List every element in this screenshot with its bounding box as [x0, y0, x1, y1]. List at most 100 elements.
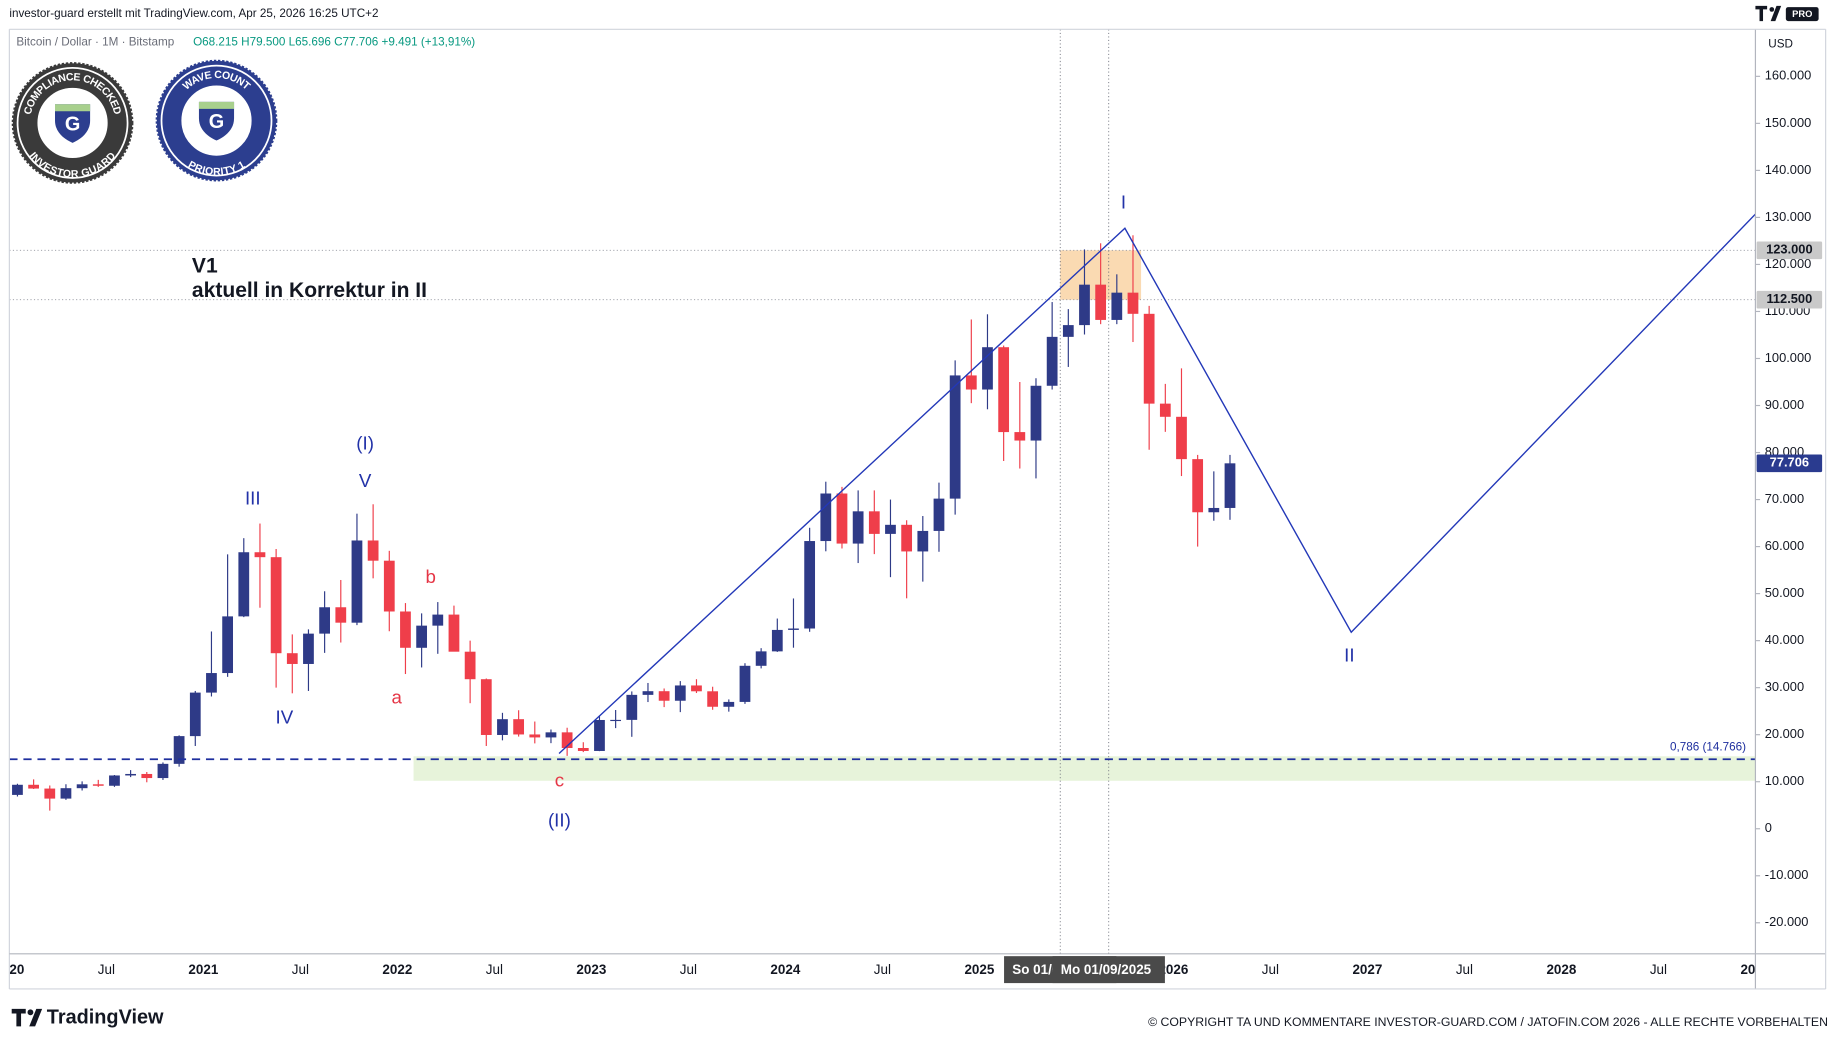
candle-body [577, 748, 589, 751]
candle-body [1062, 325, 1074, 337]
candle-body [270, 557, 282, 654]
y-tick-label: 50.000 [1765, 585, 1804, 600]
y-tick-label: 150.000 [1765, 115, 1811, 130]
candle-body [222, 616, 234, 674]
x-tick-label: 2027 [1352, 962, 1382, 977]
candle-body [254, 552, 266, 558]
crosshair-box [1052, 956, 1165, 984]
candle-body [998, 347, 1010, 433]
candle-body [885, 524, 896, 534]
candle-body [206, 673, 217, 693]
y-tick-label: 0 [1765, 820, 1772, 835]
candle-body [319, 607, 331, 634]
x-tick-label: 2023 [576, 962, 606, 977]
badge-shield-top [55, 104, 91, 112]
candle-body [1159, 403, 1171, 417]
candle-body [416, 625, 428, 648]
candle-body [383, 560, 395, 612]
candle-body [982, 347, 993, 390]
ohlc-legend: O68.215 H79.500 L65.696 C77.706 +9.491 (… [193, 35, 475, 48]
candle-body [480, 679, 492, 735]
price-label-box [1756, 454, 1823, 473]
candle-body [1176, 416, 1187, 460]
candle-body [901, 524, 913, 552]
candle-body [109, 775, 120, 786]
badge-letter: G [65, 114, 80, 136]
y-tick-label: -10.000 [1765, 867, 1809, 882]
y-tick-label: 160.000 [1765, 68, 1811, 83]
candle-body [594, 719, 605, 751]
candle-body [367, 540, 379, 561]
price-label-box [1756, 290, 1823, 309]
note-title: V1 [192, 254, 218, 277]
candle-body [868, 511, 880, 534]
watermark: investor-guard erstellt mit TradingView.… [9, 7, 378, 20]
candle-body [1079, 284, 1090, 326]
candle-body [707, 691, 719, 707]
tradingview-logo: TradingView [11, 1006, 164, 1028]
x-tick-label: 2028 [1546, 962, 1576, 977]
tv-pro-logo: PRO [1755, 5, 1821, 23]
candle-body [28, 784, 39, 789]
wave-label: III [245, 488, 261, 509]
crosshair-label: Mo 01/09/2025 [1061, 962, 1152, 977]
badge-shield-top [198, 101, 235, 109]
candle-body [173, 736, 185, 764]
copyright: © COPYRIGHT TA UND KOMMENTARE INVESTOR-G… [1148, 1015, 1828, 1029]
candle-body [723, 701, 735, 707]
x-tick-label: Jul [98, 962, 115, 977]
wave-label: II [1344, 645, 1354, 666]
candle-body [141, 773, 153, 779]
x-tick-label: Jul [292, 962, 309, 977]
candle-body [626, 694, 638, 720]
candle-body [92, 784, 104, 786]
x-tick-label: Jul [680, 962, 697, 977]
y-tick-label: 30.000 [1765, 679, 1804, 694]
candle-body [303, 633, 314, 664]
candle-body [238, 552, 250, 617]
x-tick-label: 2029 [1740, 962, 1770, 977]
candle-body [545, 732, 557, 738]
candle-body [1143, 313, 1155, 404]
candle-body [497, 719, 508, 735]
pro-badge: PRO [1792, 9, 1812, 19]
candle-body [125, 773, 136, 776]
candle-body [788, 628, 799, 630]
fib-level-label: 0,786 (14.766) [1670, 741, 1746, 754]
candle-body [610, 719, 622, 722]
candle-body [513, 719, 525, 735]
y-tick-label: 70.000 [1765, 491, 1804, 506]
candle-body [642, 691, 654, 695]
candle-body [674, 685, 686, 701]
symbol-name: Bitcoin / Dollar · 1M · Bitstamp [16, 35, 174, 48]
y-tick-label: 140.000 [1765, 162, 1811, 177]
candle-body [448, 614, 460, 652]
candle-body [60, 788, 72, 799]
candle-body [820, 493, 832, 542]
wave-line [558, 213, 1756, 755]
candle-body [351, 540, 363, 623]
price-label: 77.706 [1770, 455, 1809, 470]
zone [413, 756, 1756, 781]
x-tick-label: 2020 [0, 962, 24, 977]
y-tick-label: 10.000 [1765, 773, 1804, 788]
wave-label: (I) [356, 433, 374, 454]
candle-body [755, 651, 767, 666]
candle-body [464, 651, 476, 680]
price-label: 112.500 [1766, 291, 1812, 306]
badge-shield [55, 104, 91, 143]
candle-body [1208, 507, 1220, 513]
currency: USD [1768, 38, 1793, 51]
candle-body [933, 498, 945, 531]
wave-label: I [1121, 192, 1126, 213]
x-tick-label: Jul [1650, 962, 1667, 977]
y-tick-label: 20.000 [1765, 726, 1804, 741]
candle-body [335, 607, 347, 623]
x-axis: 2020 Jul 2021 Jul 2022 Jul 2023 Jul 2024 Jul 2025 2… [0, 962, 1770, 977]
candle-body [157, 763, 169, 779]
